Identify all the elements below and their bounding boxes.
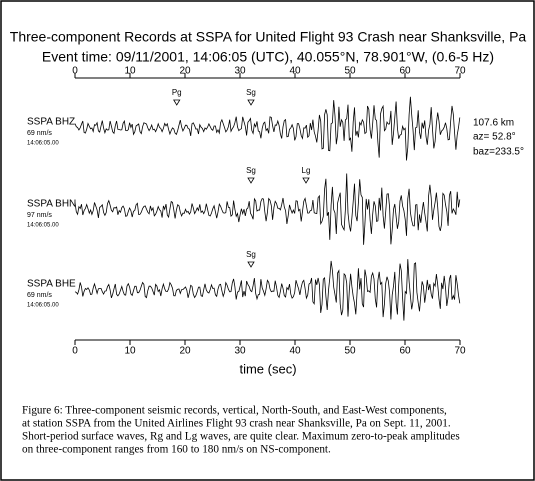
phase-label: Sg — [246, 166, 256, 175]
caption-line: on three-component ranges from 160 to 18… — [22, 444, 331, 456]
phase-label: Lg — [302, 166, 311, 175]
x-tick-label: 40 — [289, 66, 301, 77]
phase-marker — [247, 261, 255, 268]
annotation: az= 52.8° — [473, 132, 516, 143]
x-tick-label: 10 — [124, 346, 136, 357]
x-tick-label: 70 — [454, 346, 466, 357]
x-tick-label: 60 — [399, 346, 411, 357]
phase-label: Sg — [246, 88, 256, 97]
caption-line: Short-period surface waves, Rg and Lg wa… — [22, 431, 460, 443]
caption-line: at station SSPA from the United Airlines… — [22, 418, 451, 430]
x-axis-label: time (sec) — [239, 361, 296, 376]
x-tick-label: 50 — [344, 346, 356, 357]
trace-name: SSPA BHE — [27, 279, 76, 290]
x-tick-label: 50 — [344, 66, 356, 77]
trace-time: 14:06:05.00 — [27, 141, 59, 147]
x-tick-label: 20 — [179, 66, 191, 77]
chart-title: Three-component Records at SSPA for Unit… — [10, 29, 527, 45]
x-tick-label: 60 — [399, 66, 411, 77]
waveform — [74, 259, 461, 321]
waveform — [74, 96, 461, 161]
phase-label: Sg — [246, 250, 256, 259]
phase-marker — [247, 99, 255, 106]
annotation: baz=233.5° — [473, 147, 524, 158]
phase-label: Pg — [172, 88, 182, 97]
x-tick-label: 30 — [234, 66, 246, 77]
x-tick-label: 20 — [179, 346, 191, 357]
x-tick-label: 30 — [234, 346, 246, 357]
trace-name: SSPA BHZ — [27, 117, 75, 128]
x-tick-label: 0 — [72, 346, 78, 357]
trace-scale: 69 nm/s — [27, 292, 52, 299]
trace-time: 14:06:05.00 — [27, 303, 59, 309]
trace-scale: 69 nm/s — [27, 130, 52, 137]
phase-marker — [173, 99, 181, 106]
annotation: 107.6 km — [473, 118, 514, 129]
phase-marker — [247, 177, 255, 184]
trace-time: 14:06:05.00 — [27, 223, 59, 229]
x-tick-label: 70 — [454, 66, 466, 77]
trace-scale: 97 nm/s — [27, 212, 52, 219]
x-tick-label: 0 — [72, 66, 78, 77]
subtitle: Event time: 09/11/2001, 14:06:05 (UTC), … — [42, 49, 494, 65]
trace-name: SSPA BHN — [27, 199, 76, 210]
caption-line: Figure 6: Three-component seismic record… — [22, 405, 447, 417]
waveform — [74, 173, 461, 245]
x-tick-label: 40 — [289, 346, 301, 357]
x-tick-label: 10 — [124, 66, 136, 77]
phase-marker — [302, 177, 310, 184]
